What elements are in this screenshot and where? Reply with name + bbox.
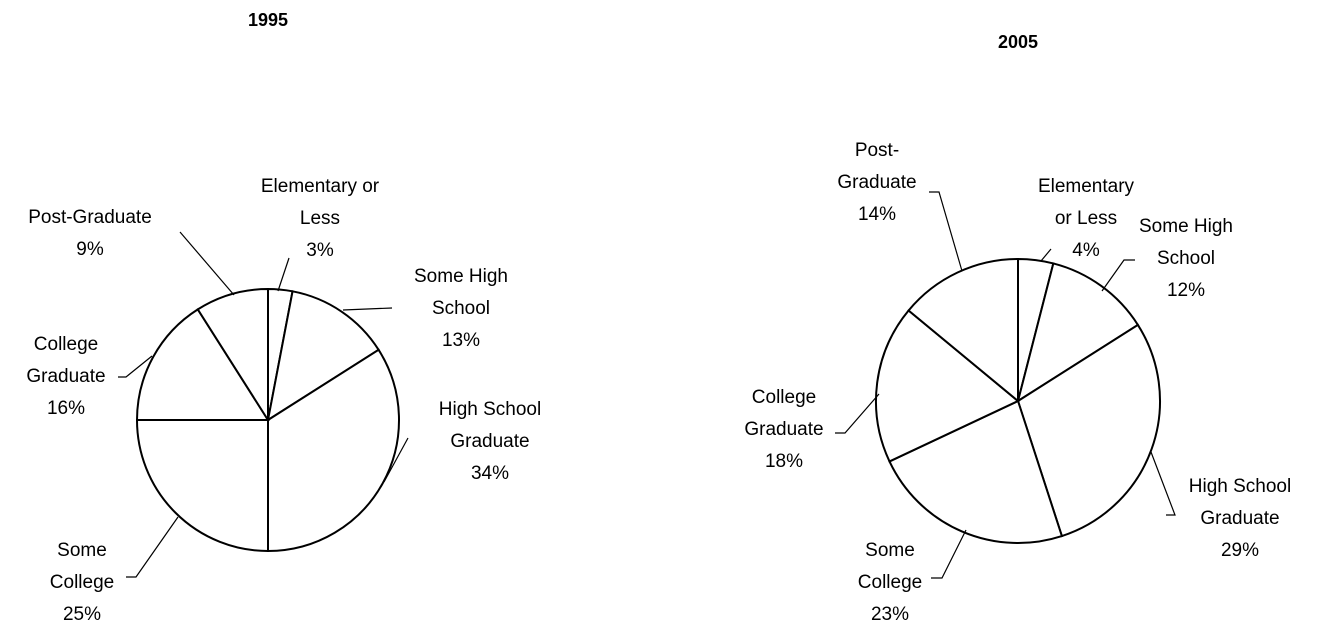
- label-post-graduate-1995: Post-Graduate 9%: [28, 207, 152, 260]
- slice-percent: 34%: [471, 463, 509, 484]
- label-college-graduate-1995: College Graduate 16%: [26, 334, 105, 419]
- slice-percent: 3%: [306, 240, 334, 261]
- label-elementary-or-less-1995: Elementary or Less 3%: [261, 176, 380, 261]
- leader-high-school-graduate-2005: [1150, 451, 1176, 516]
- slice-percent: 18%: [765, 451, 803, 472]
- leader-some-high-school-1995: [342, 307, 393, 311]
- slice-label-line: College: [858, 572, 922, 593]
- leader-lines-1995: [118, 231, 409, 578]
- slice-label-line: College: [752, 387, 816, 408]
- slice-label-line: College: [50, 572, 114, 593]
- leader-elementary-or-less-1995: [277, 257, 290, 292]
- label-high-school-graduate-2005: High School Graduate 29%: [1189, 476, 1291, 561]
- slice-label-line: Graduate: [450, 431, 529, 452]
- slice-post-graduate-1995: [196, 287, 269, 424]
- leader-some-college-1995: [126, 516, 179, 578]
- leader-post-graduate-1995: [179, 231, 235, 296]
- label-some-high-school-1995: Some High School 13%: [414, 266, 508, 351]
- slice-label-line: Elementary or: [261, 176, 380, 197]
- slice-percent: 12%: [1167, 280, 1205, 301]
- leader-high-school-graduate-1995: [383, 437, 409, 483]
- label-elementary-or-less-2005: Elementary or Less 4%: [1038, 176, 1135, 261]
- slice-some-high-school-1995: [266, 290, 380, 423]
- slice-label-line: School: [1157, 248, 1215, 269]
- slice-percent: 29%: [1221, 540, 1259, 561]
- slice-labels-2005: Elementary or Less 4% Some High School 12% Hig…: [744, 140, 1291, 625]
- label-college-graduate-2005: College Graduate 18%: [744, 387, 823, 472]
- slice-label-line: or Less: [1055, 208, 1117, 229]
- slice-percent: 14%: [858, 204, 896, 225]
- slice-label-line: School: [432, 298, 490, 319]
- label-high-school-graduate-1995: High School Graduate 34%: [439, 399, 541, 484]
- slice-label-line: High School: [1189, 476, 1291, 497]
- slice-label-line: Some: [865, 540, 915, 561]
- slice-post-graduate-2005: [907, 257, 1019, 404]
- leader-college-graduate-2005: [835, 393, 880, 434]
- slice-label-line: Graduate: [26, 366, 105, 387]
- label-some-college-2005: Some College 23%: [858, 540, 922, 625]
- slice-label-line: Graduate: [744, 419, 823, 440]
- label-some-college-1995: Some College 25%: [50, 540, 114, 625]
- slice-percent: 9%: [76, 239, 104, 260]
- leader-college-graduate-1995: [118, 355, 153, 378]
- slice-some-high-school-2005: [1016, 262, 1140, 404]
- pie-chart-2005: 2005 Elementary or Less 4% Some High School 1…: [744, 32, 1291, 625]
- slice-label-line: Less: [300, 208, 340, 229]
- leader-elementary-or-less-2005: [1040, 248, 1052, 262]
- label-some-high-school-2005: Some High School 12%: [1139, 216, 1233, 301]
- slice-label-line: Some High: [414, 266, 508, 287]
- slice-label-line: College: [34, 334, 98, 355]
- leader-some-high-school-2005: [1101, 259, 1135, 292]
- pie-chart-1995: 1995 Elementary or Less 3% Some High School 1…: [26, 10, 541, 625]
- slice-label-line: Some: [57, 540, 107, 561]
- slice-label-line: Graduate: [837, 172, 916, 193]
- slice-percent: 4%: [1072, 240, 1100, 261]
- slice-some-college-1995: [135, 419, 269, 553]
- chart-title-2005: 2005: [998, 32, 1038, 52]
- slice-percent: 16%: [47, 398, 85, 419]
- leader-lines-2005: [835, 191, 1176, 579]
- pie-slices-1995: [135, 287, 400, 553]
- chart-title-1995: 1995: [248, 10, 288, 30]
- slice-percent: 23%: [871, 604, 909, 625]
- slice-label-line: Post-Graduate: [28, 207, 152, 228]
- slice-label-line: Post-: [855, 140, 899, 161]
- slice-some-college-2005: [888, 399, 1064, 544]
- slice-percent: 13%: [442, 330, 480, 351]
- slice-labels-1995: Elementary or Less 3% Some High School 13% Hig…: [26, 176, 541, 625]
- slice-college-graduate-1995: [135, 308, 270, 421]
- slice-label-line: Graduate: [1200, 508, 1279, 529]
- slice-college-graduate-2005: [875, 309, 1020, 463]
- slice-high-school-graduate-1995: [267, 348, 400, 553]
- slice-percent: 25%: [63, 604, 101, 625]
- slice-high-school-graduate-2005: [1016, 323, 1161, 538]
- slice-label-line: Some High: [1139, 216, 1233, 237]
- leader-post-graduate-2005: [929, 191, 963, 272]
- label-post-graduate-2005: Post- Graduate 14%: [837, 140, 916, 225]
- leader-some-college-2005: [931, 529, 967, 579]
- pie-slices-2005: [875, 257, 1161, 544]
- slice-label-line: Elementary: [1038, 176, 1135, 197]
- slice-label-line: High School: [439, 399, 541, 420]
